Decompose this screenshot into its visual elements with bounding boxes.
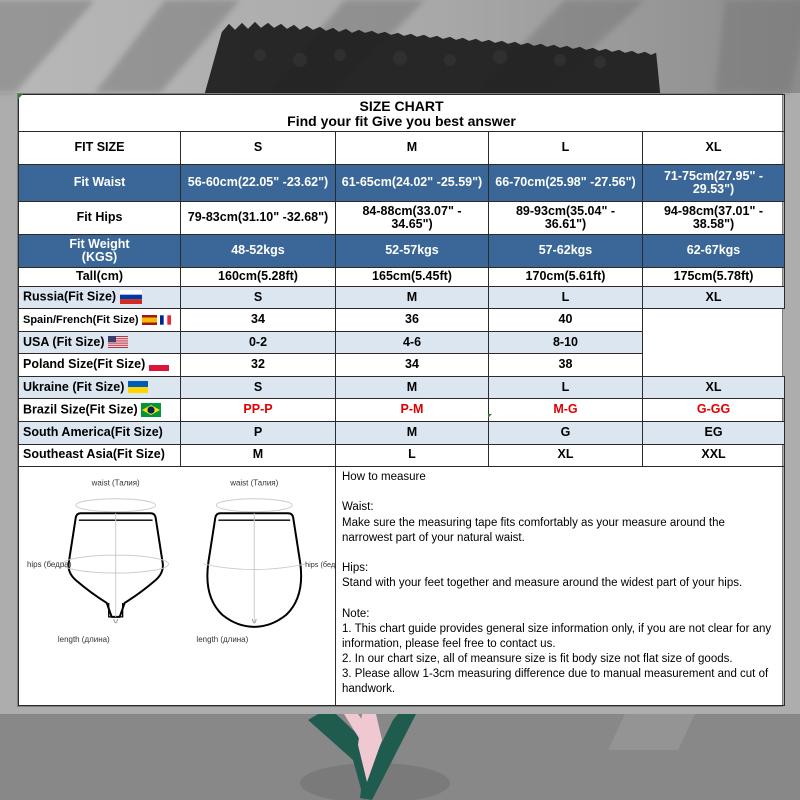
svg-text:hips (бедра): hips (бедра) — [305, 560, 335, 569]
svg-text:length (длина): length (длина) — [196, 635, 248, 644]
svg-text:hips (бедра): hips (бедра) — [27, 560, 72, 569]
svg-text:length (длина): length (длина) — [58, 635, 110, 644]
svg-text:waist (Талия): waist (Талия) — [229, 478, 278, 487]
svg-text:waist (Талия): waist (Талия) — [91, 478, 140, 487]
